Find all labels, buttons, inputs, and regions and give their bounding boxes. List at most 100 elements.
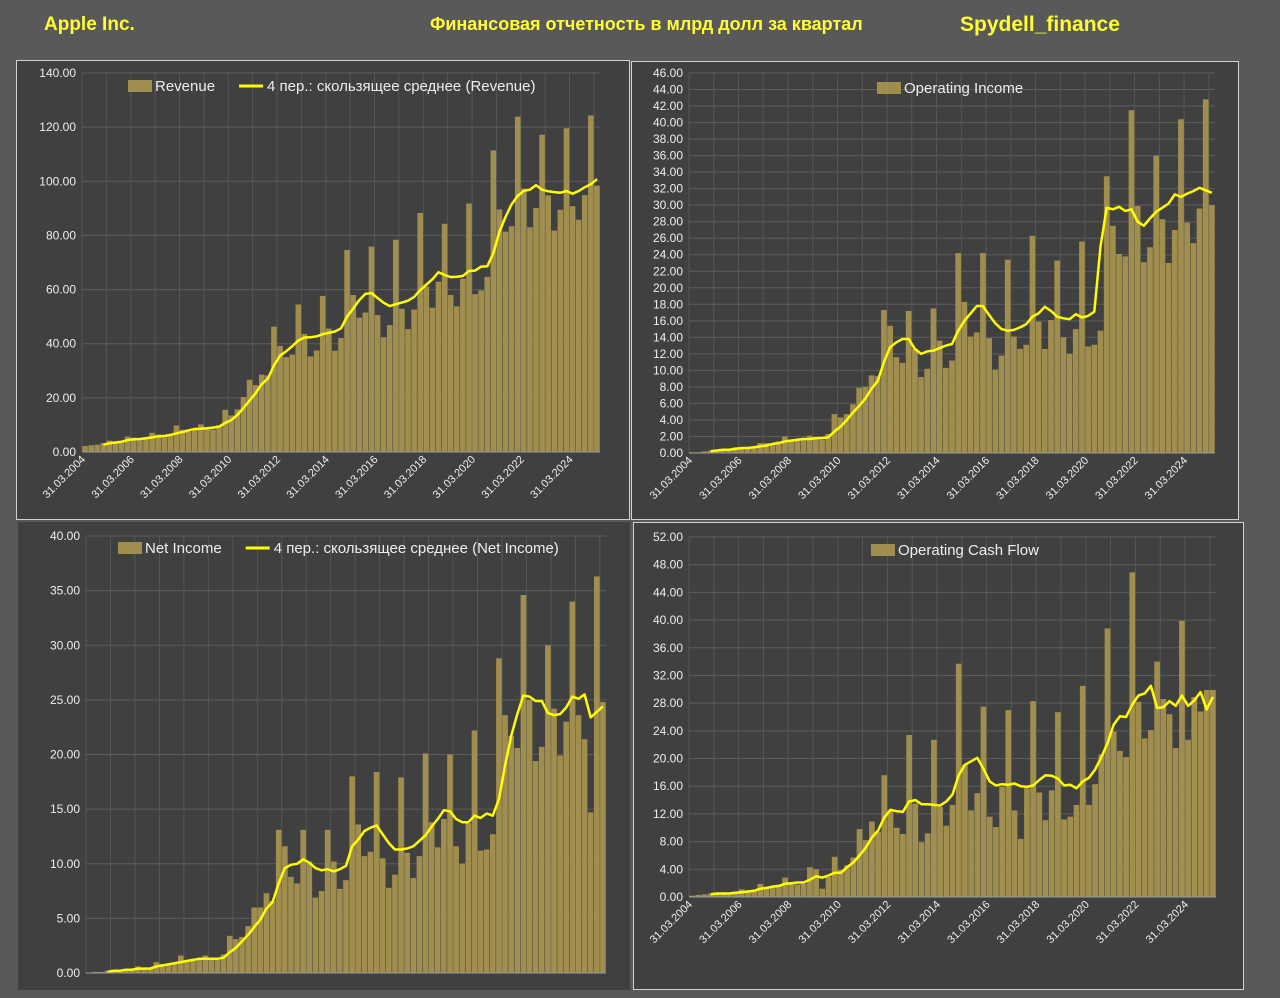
- bar: [1048, 320, 1054, 453]
- bar: [130, 437, 137, 452]
- bar: [930, 308, 937, 453]
- bar: [521, 188, 527, 452]
- bar: [149, 432, 155, 452]
- bar: [313, 350, 320, 452]
- bar: [794, 884, 801, 897]
- bar: [1128, 110, 1135, 453]
- bar: [483, 849, 490, 973]
- bar: [380, 337, 387, 452]
- bar: [893, 827, 900, 897]
- bar: [173, 425, 180, 452]
- y-tick-label: 8.00: [660, 380, 684, 394]
- bar: [122, 969, 129, 973]
- bar: [98, 971, 105, 973]
- legend-swatch-bar: [871, 544, 895, 556]
- bar: [1123, 757, 1129, 897]
- bar: [875, 831, 881, 897]
- revenue-vgrid: [81, 73, 595, 452]
- bar: [575, 219, 582, 452]
- bar: [300, 829, 306, 973]
- bar: [557, 755, 563, 973]
- bar: [594, 185, 600, 453]
- bar: [1147, 247, 1153, 453]
- bar: [744, 448, 751, 453]
- bar: [312, 897, 319, 973]
- bar: [1055, 712, 1061, 897]
- y-tick-label: 5.00: [57, 911, 81, 925]
- bar: [94, 444, 101, 452]
- bar: [1097, 330, 1104, 453]
- bar: [490, 150, 497, 452]
- bar: [338, 338, 344, 452]
- bar: [466, 203, 472, 452]
- bar: [776, 885, 782, 897]
- legend-label: Operating Cash Flow: [898, 542, 1039, 559]
- bar: [1129, 572, 1136, 897]
- y-tick-label: 12.00: [653, 347, 683, 361]
- bar: [112, 441, 119, 452]
- y-tick-label: 42.00: [653, 99, 683, 113]
- bar: [949, 804, 956, 897]
- y-tick-label: 34.00: [653, 165, 683, 179]
- bar: [410, 877, 417, 973]
- bar: [899, 362, 906, 453]
- bar: [472, 294, 478, 452]
- report-subtitle: Финансовая отчетность в млрд долл за ква…: [430, 14, 863, 34]
- bar: [1209, 205, 1215, 453]
- bar: [551, 230, 558, 452]
- bar: [1122, 256, 1129, 453]
- bar: [1104, 628, 1111, 897]
- bar: [100, 443, 107, 452]
- bar: [283, 357, 289, 452]
- bar: [210, 429, 216, 452]
- bar: [600, 702, 606, 973]
- bar: [1190, 243, 1197, 453]
- bar: [701, 894, 708, 897]
- bar: [330, 861, 337, 973]
- bar: [306, 861, 313, 973]
- bar: [813, 869, 819, 897]
- bar: [171, 963, 178, 973]
- bar: [825, 876, 832, 897]
- bar: [204, 427, 210, 452]
- bar: [399, 308, 405, 452]
- bar: [1103, 176, 1110, 453]
- bar: [1172, 748, 1179, 897]
- bar: [751, 447, 757, 453]
- bar: [484, 276, 491, 452]
- bar: [143, 439, 149, 452]
- bar: [575, 715, 582, 973]
- bar: [216, 425, 222, 452]
- legend-swatch-bar: [118, 542, 142, 554]
- bar: [918, 842, 925, 897]
- bar: [294, 883, 300, 973]
- bar: [819, 888, 826, 897]
- bar: [460, 278, 466, 452]
- bar: [1117, 750, 1123, 897]
- bar: [986, 816, 993, 897]
- bar: [838, 870, 844, 897]
- bar: [220, 954, 227, 973]
- bar: [155, 434, 161, 452]
- y-tick-label: 18.00: [653, 297, 683, 311]
- bar: [251, 907, 258, 973]
- bar: [563, 128, 570, 452]
- bar: [943, 825, 950, 897]
- y-tick-label: 0.00: [53, 445, 77, 459]
- bar: [533, 208, 539, 452]
- bar: [1011, 336, 1017, 453]
- y-tick-label: 20.00: [46, 391, 76, 405]
- bar: [912, 348, 918, 453]
- bar: [423, 286, 430, 452]
- bar: [428, 822, 435, 973]
- bar: [82, 446, 88, 452]
- bar: [1061, 819, 1067, 897]
- bar: [447, 754, 453, 973]
- y-tick-label: 26.00: [653, 231, 683, 245]
- y-tick-label: 25.00: [50, 693, 80, 707]
- bar: [288, 876, 294, 973]
- bar: [1092, 784, 1098, 897]
- bar: [185, 431, 192, 452]
- bar: [478, 290, 484, 452]
- bar: [344, 250, 350, 452]
